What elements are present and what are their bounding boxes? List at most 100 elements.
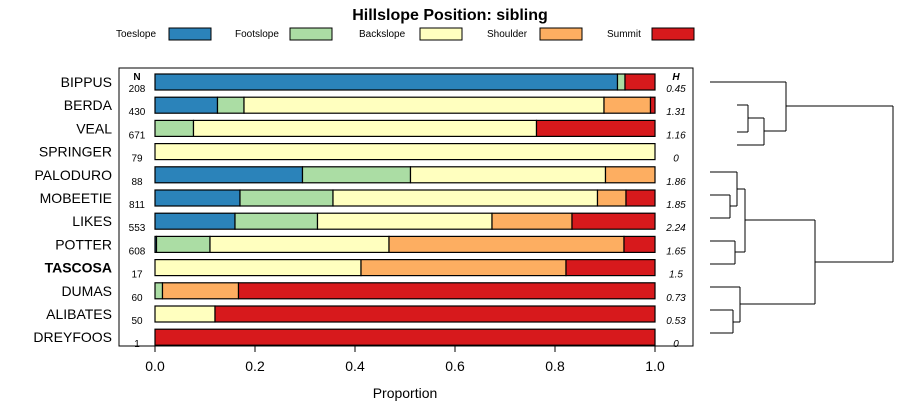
x-axis: 0.0 0.2 0.4 0.6 0.8 1.0 — [145, 346, 665, 374]
n-value: 811 — [129, 200, 145, 211]
bar-segment-shoulder — [604, 166, 656, 184]
legend-label-toeslope: Toeslope — [116, 29, 156, 40]
bar-segment-summit — [237, 282, 656, 300]
bar-segment-toeslope — [154, 96, 219, 114]
bar-row: POTTER 608 1.65 — [55, 235, 686, 257]
bar-segment-shoulder — [603, 96, 652, 114]
dendrogram-branch — [710, 309, 734, 334]
bar-segment-footslope — [239, 189, 334, 207]
n-header: N — [133, 72, 140, 83]
bar-row: TASCOSA 17 1.5 — [45, 259, 683, 281]
bar-row: MOBEETIE 811 1.85 — [40, 189, 686, 211]
x-tick-label: 0.0 — [145, 358, 165, 374]
legend-label-footslope: Footslope — [235, 29, 279, 40]
dendrogram-branch — [737, 104, 749, 133]
dendrogram-branch — [710, 194, 731, 219]
bar-segment-backslope — [154, 305, 216, 323]
bar-segment-backslope — [209, 235, 390, 253]
bar-row: DREYFOOS 1 0 — [33, 328, 679, 350]
legend-swatch-summit — [651, 27, 695, 41]
h-value: 1.86 — [666, 177, 686, 188]
n-value: 79 — [131, 154, 143, 165]
n-value: 608 — [129, 246, 146, 257]
bar-segment-footslope — [234, 212, 319, 230]
category-label: MOBEETIE — [40, 190, 112, 206]
category-label: SPRINGER — [39, 144, 112, 160]
bar-rows: BIPPUS 208 0.45 BERDA 430 1.31 VEAL 671 1.16 SPRI… — [33, 73, 686, 350]
h-value: 0.45 — [666, 84, 686, 95]
dendrogram-branch — [710, 240, 736, 265]
legend-swatch-toeslope — [168, 27, 212, 41]
legend-label-summit: Summit — [607, 29, 641, 40]
bar-segment-summit — [535, 119, 656, 138]
n-value: 208 — [129, 84, 146, 95]
n-value: 60 — [131, 293, 143, 304]
dendrogram-branch — [740, 219, 816, 305]
bar-row: LIKES 553 2.24 — [72, 212, 686, 234]
bar-segment-shoulder — [596, 189, 627, 207]
category-label: BERDA — [64, 97, 113, 113]
h-value: 0.73 — [666, 293, 686, 304]
bar-segment-shoulder — [388, 235, 625, 253]
x-tick-label: 1.0 — [645, 358, 665, 374]
legend-swatch-footslope — [289, 27, 333, 41]
n-value: 50 — [131, 316, 143, 327]
bar-segment-summit — [154, 328, 656, 346]
bar-segment-backslope — [243, 96, 605, 114]
bar-segment-backslope — [409, 166, 607, 184]
bar-segment-footslope — [155, 235, 211, 253]
bar-row: VEAL 671 1.16 — [76, 119, 686, 141]
bar-segment-summit — [571, 212, 656, 230]
dendrogram — [710, 81, 894, 334]
bar-segment-toeslope — [154, 212, 236, 230]
dendrogram-branch — [710, 171, 738, 207]
category-label: POTTER — [55, 236, 112, 252]
legend-label-backslope: Backslope — [359, 29, 406, 40]
bar-segment-shoulder — [360, 259, 567, 277]
chart-title: Hillslope Position: sibling — [352, 7, 548, 24]
x-tick-label: 0.6 — [445, 358, 465, 374]
bar-segment-summit — [624, 73, 656, 91]
n-value: 430 — [129, 107, 146, 118]
x-axis-label: Proportion — [373, 385, 438, 401]
bar-segment-footslope — [616, 73, 626, 91]
bar-segment-toeslope — [154, 73, 619, 91]
category-label: VEAL — [76, 120, 112, 136]
bar-segment-footslope — [154, 119, 195, 138]
bar-segment-toeslope — [154, 189, 241, 207]
bar-segment-footslope — [154, 282, 164, 300]
legend-swatch-shoulder — [539, 27, 583, 41]
h-value: 0 — [673, 339, 679, 350]
legend-swatch-backslope — [419, 27, 463, 41]
legend-label-shoulder: Shoulder — [487, 29, 528, 40]
category-label: LIKES — [72, 213, 112, 229]
n-value: 1 — [134, 339, 140, 350]
bar-segment-backslope — [332, 189, 599, 207]
x-tick-label: 0.8 — [545, 358, 565, 374]
bar-row: PALODURO 88 1.86 — [34, 166, 686, 188]
h-value: 2.24 — [665, 223, 686, 234]
bar-segment-summit — [623, 235, 656, 253]
bar-segment-footslope — [216, 96, 245, 114]
category-label: PALODURO — [34, 167, 112, 183]
h-value: 1.5 — [669, 270, 683, 281]
n-value: 553 — [129, 223, 146, 234]
bar-row: SPRINGER 79 0 — [39, 143, 679, 165]
bar-segment-backslope — [154, 259, 362, 277]
bar-segment-shoulder — [491, 212, 573, 230]
bar-segment-backslope — [154, 143, 656, 161]
x-tick-label: 0.2 — [245, 358, 265, 374]
category-label: DUMAS — [61, 283, 112, 299]
bar-segment-summit — [649, 96, 656, 114]
n-value: 88 — [131, 177, 143, 188]
bar-row: ALIBATES 50 0.53 — [46, 305, 686, 327]
category-label: DREYFOOS — [33, 329, 112, 345]
h-value: 0.53 — [666, 316, 686, 327]
bar-row: BERDA 430 1.31 — [64, 96, 686, 118]
x-tick-label: 0.4 — [345, 358, 365, 374]
bar-segment-summit — [625, 189, 656, 207]
h-value: 1.65 — [666, 246, 686, 257]
bar-row: BIPPUS 208 0.45 — [61, 73, 686, 95]
